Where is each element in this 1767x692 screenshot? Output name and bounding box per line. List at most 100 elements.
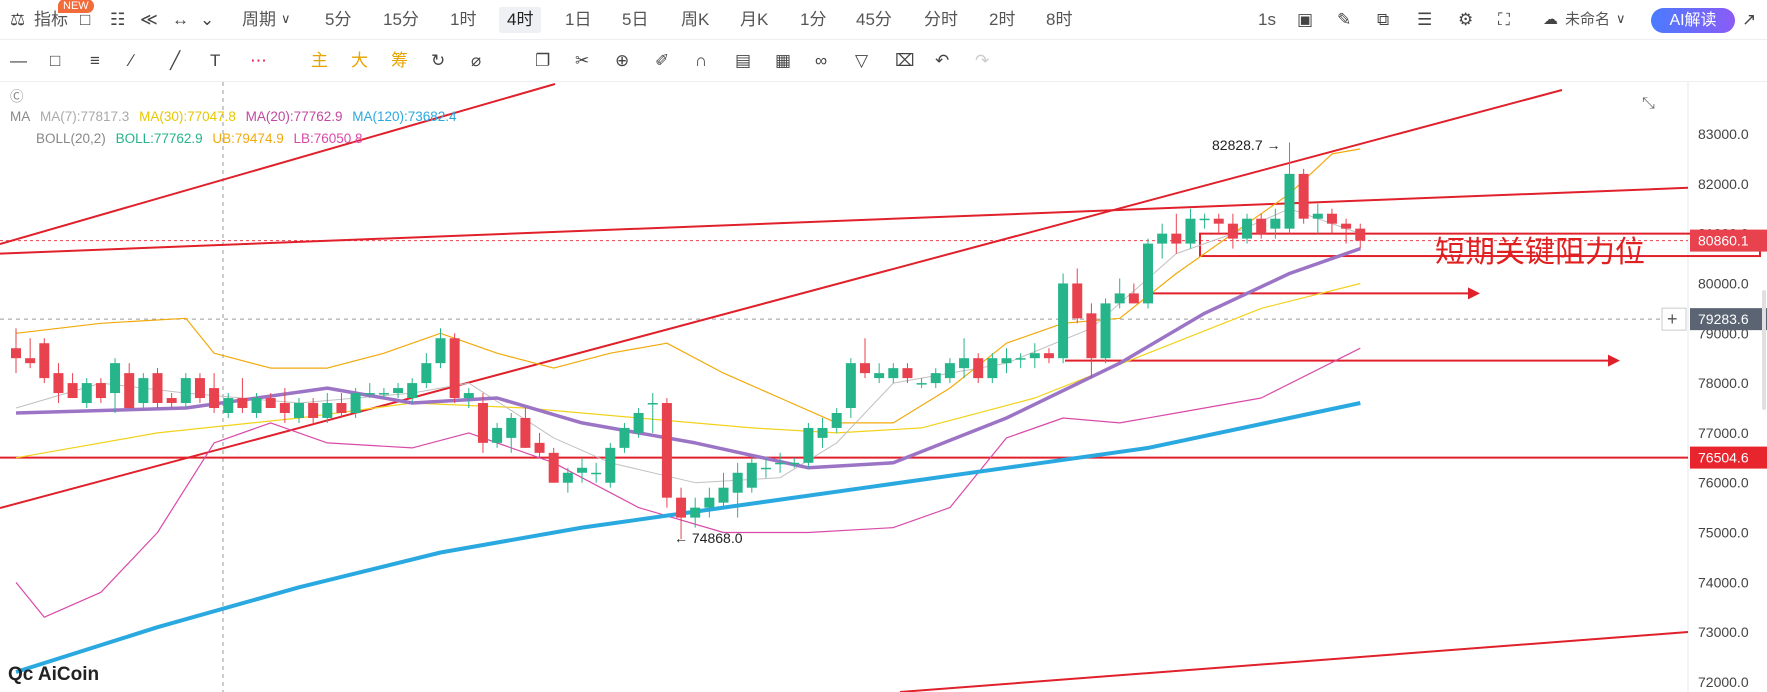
candle-body [746,462,757,488]
redo-icon[interactable]: ↷ [975,51,990,70]
timeframe-1m[interactable]: 1分 [800,10,827,29]
candle-body [421,363,432,384]
timeframe-week[interactable]: 周K [681,10,710,29]
layout-name[interactable]: 未命名 [1565,11,1611,28]
key-resistance-annotation: 短期关键阻力位 [1435,235,1645,270]
list-icon[interactable]: ☰ [1417,10,1433,29]
price-chart[interactable]: 82828.7 →← 74868.083000.082000.081000.08… [0,82,1767,692]
layout-icon[interactable]: □ [80,10,91,29]
trendline-icon[interactable]: ∕ [130,51,133,70]
chevron-down-icon[interactable]: ⌄ [200,10,215,29]
scrollbar [1762,290,1766,410]
candle-body [378,393,389,395]
pencil-icon[interactable]: ✎ [1337,10,1352,29]
replay-icon[interactable]: ↻ [431,51,446,70]
timeframe-15m[interactable]: 15分 [383,10,419,29]
boll-label: BOLL(20,2) [36,131,106,146]
ai-interpret-button[interactable]: AI解读 [1651,8,1735,33]
timeframe-month[interactable]: 月K [740,10,769,29]
eraser-icon[interactable]: ✐ [655,51,670,70]
magnet-icon[interactable]: ∩ [695,51,708,70]
rectangle-icon[interactable]: □ [50,51,61,70]
fullscreen-icon[interactable]: ⛶ [1498,10,1510,29]
ma30-line [15,282,1361,459]
main-indicator-toggle[interactable]: 主 [311,51,328,70]
candle-body [718,487,729,503]
indicators-button[interactable]: 指标 [34,10,68,29]
candle-body [223,398,234,413]
ruler-icon[interactable]: ✂ [575,51,590,70]
candle-body [25,358,36,364]
camera-icon[interactable]: ▣ [1297,10,1314,29]
trash-icon[interactable]: ⌧ [895,51,915,70]
timeframe-5d[interactable]: 5日 [622,10,649,29]
ray-icon[interactable]: ╱ [170,51,181,70]
new-badge: NEW [58,0,94,13]
timeframe-1h[interactable]: 1时 [450,10,477,29]
support-price-label: 76504.6 [1698,450,1749,466]
candle-body [860,363,870,374]
horizontal-line-icon[interactable]: — [10,51,27,70]
chevron-down-icon[interactable]: ∨ [281,11,291,26]
candle-body [1355,228,1366,241]
trendline-top-left [0,83,556,245]
trendline-rising-support [0,89,1563,509]
collapse-icon[interactable]: Ⓒ [10,89,24,104]
candle-body [775,462,786,465]
lock-icon[interactable]: ▤ [735,51,752,70]
candle-body [789,462,800,465]
copy-icon[interactable]: ❐ [535,51,551,70]
candle-body [1284,173,1295,229]
template-icon[interactable]: ▦ [775,51,792,70]
link-icon[interactable]: ∞ [815,51,828,70]
refresh-rate[interactable]: 1s [1258,10,1276,29]
big-order-toggle[interactable]: 大 [351,51,368,70]
timeframe-intraday[interactable]: 分时 [924,10,958,29]
candle-body [874,373,885,379]
candle-body [676,497,687,518]
period-dropdown[interactable]: 周期 [242,10,276,29]
text-icon[interactable]: T [210,51,221,70]
rewind-icon[interactable]: ≪ [140,10,158,29]
candle-body [1015,358,1026,360]
candle-body [831,412,842,428]
share-icon[interactable]: ↗ [1742,10,1757,29]
add-alert-button-bg [1661,307,1687,331]
candle-body [166,398,177,404]
timeframe-4h[interactable]: 4时 [499,7,542,33]
candle-body [350,393,361,413]
aicoin-logo: Qc AiCoin [8,664,100,685]
add-alert-icon[interactable]: + [1667,309,1678,329]
grid-icon[interactable]: ☷ [110,10,126,29]
timeframe-2h[interactable]: 2时 [989,10,1016,29]
settings-icon[interactable]: ⚙ [1458,10,1474,29]
y-axis-tick-label: 73000.0 [1698,624,1749,640]
parallel-lines-icon[interactable]: ≡ [90,51,100,70]
y-axis-tick-label: 83000.0 [1698,126,1749,142]
timeframe-45m[interactable]: 45分 [856,10,892,29]
candle-body [704,497,715,508]
compare-icon[interactable]: ↔ [172,10,189,29]
chips-toggle[interactable]: 筹 [391,51,408,70]
add-window-icon[interactable]: ⧉ [1377,10,1390,29]
candle-body [1256,218,1267,234]
chevron-down-icon[interactable]: ∨ [1616,11,1626,26]
cloud-icon[interactable]: ☁ [1543,11,1558,28]
y-axis-tick-label: 80000.0 [1698,275,1749,291]
zoom-icon[interactable]: ⊕ [615,51,630,70]
filter-icon[interactable]: ▽ [855,51,869,70]
candle-body [1100,303,1111,359]
timeframe-8h[interactable]: 8时 [1046,10,1073,29]
candle-body [152,373,163,404]
measure-icon[interactable]: ⌀ [471,51,482,70]
timeframe-5m[interactable]: 5分 [325,10,352,29]
candle-body [605,447,616,483]
candle-body [110,363,121,394]
candle-body [577,467,587,473]
more-tools-icon[interactable]: ⋯ [250,51,267,70]
candle-body [690,507,701,518]
undo-icon[interactable]: ↶ [935,51,950,70]
indicator-icon[interactable]: ⚖ [10,10,26,29]
timeframe-1d[interactable]: 1日 [565,10,592,29]
y-axis-tick-label: 77000.0 [1698,425,1749,441]
